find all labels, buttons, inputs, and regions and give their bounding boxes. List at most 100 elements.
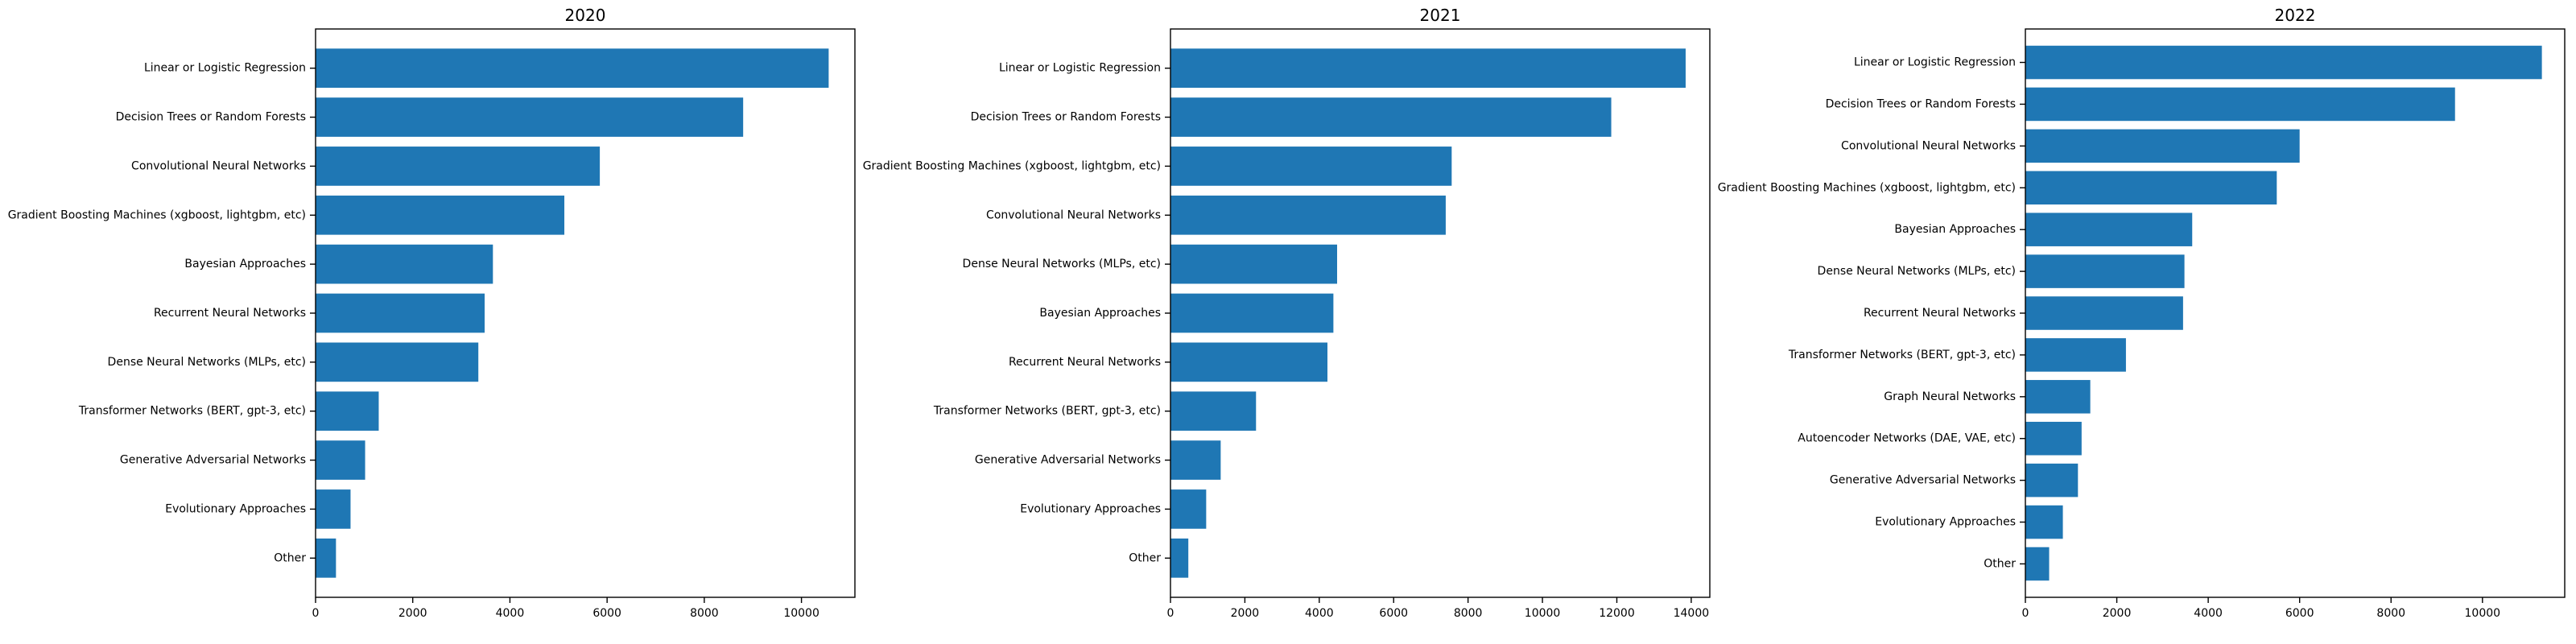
y-tick-label: Evolutionary Approaches: [1020, 502, 1161, 515]
bar: [1170, 195, 1446, 235]
y-tick-label: Gradient Boosting Machines (xgboost, lig…: [8, 208, 306, 221]
x-tick-label: 8000: [1454, 607, 1483, 620]
y-tick-label: Convolutional Neural Networks: [1841, 139, 2016, 152]
chart-title: 2022: [2275, 6, 2316, 25]
bar: [316, 244, 493, 284]
y-tick-label: Gradient Boosting Machines (xgboost, lig…: [863, 159, 1161, 172]
bar: [2025, 505, 2063, 539]
bar: [316, 391, 379, 431]
bar: [2025, 87, 2455, 122]
y-tick-label: Decision Trees or Random Forests: [1826, 97, 2016, 110]
y-tick-label: Dense Neural Networks (MLPs, etc): [1818, 265, 2016, 278]
bar: [2025, 129, 2300, 163]
y-tick-label: Linear or Logistic Regression: [999, 62, 1161, 75]
x-tick-label: 10000: [783, 607, 819, 620]
bar: [1170, 147, 1452, 186]
x-tick-label: 0: [312, 607, 320, 620]
x-tick-label: 14000: [1674, 607, 1710, 620]
x-tick-label: 6000: [592, 607, 621, 620]
y-tick-label: Recurrent Neural Networks: [1009, 356, 1161, 369]
bar: [2025, 213, 2193, 246]
y-tick-label: Other: [1984, 557, 2016, 570]
bar: [1170, 244, 1338, 284]
x-tick-label: 4000: [496, 607, 525, 620]
chart-panel-2020: Linear or Logistic Regression Decision Tr…: [8, 6, 856, 620]
x-tick-label: 2000: [1231, 607, 1260, 620]
bar: [2025, 380, 2091, 414]
y-tick-label: Convolutional Neural Networks: [986, 208, 1161, 221]
x-tick-label: 2000: [398, 607, 427, 620]
y-tick-label: Bayesian Approaches: [1894, 223, 2016, 236]
bar: [316, 48, 829, 89]
bar: [2025, 338, 2126, 372]
chart-title: 2020: [565, 6, 606, 25]
axes-frame: [2025, 28, 2566, 598]
y-tick-label: Linear or Logistic Regression: [144, 62, 306, 75]
y-tick-label: Other: [274, 551, 306, 564]
bar: [1170, 391, 1257, 431]
y-tick-label: Convolutional Neural Networks: [131, 159, 306, 172]
y-tick-label: Bayesian Approaches: [1039, 307, 1161, 320]
y-tick-label: Generative Adversarial Networks: [1830, 474, 2016, 487]
bar: [2025, 547, 2050, 581]
y-tick-label: Gradient Boosting Machines (xgboost, lig…: [1718, 181, 2016, 194]
bar: [316, 342, 479, 382]
bar: [316, 538, 336, 578]
bar: [1170, 97, 1612, 137]
y-tick-label: Transformer Networks (BERT, gpt-3, etc): [933, 405, 1161, 418]
x-tick-label: 12000: [1599, 607, 1635, 620]
y-tick-label: Autoencoder Networks (DAE, VAE, etc): [1798, 432, 2016, 445]
bar: [2025, 296, 2183, 330]
bar: [1170, 440, 1221, 480]
x-tick-label: 0: [2022, 607, 2029, 620]
bar: [316, 147, 601, 186]
y-tick-label: Generative Adversarial Networks: [120, 454, 306, 467]
bar: [2025, 421, 2082, 456]
y-tick-label: Transformer Networks (BERT, gpt-3, etc): [1788, 349, 2016, 361]
y-tick-label: Bayesian Approaches: [184, 258, 306, 270]
y-tick-label: Dense Neural Networks (MLPs, etc): [108, 356, 306, 369]
x-tick-label: 6000: [1379, 607, 1408, 620]
y-tick-label: Evolutionary Approaches: [165, 502, 306, 515]
chart-panel-2022: Linear or Logistic Regression Decision Tr…: [1718, 6, 2566, 620]
bar: [2025, 254, 2185, 288]
bar: [1170, 293, 1334, 333]
bar: [1170, 489, 1207, 529]
y-tick-label: Graph Neural Networks: [1884, 390, 2016, 403]
bar: [316, 97, 744, 137]
x-tick-label: 4000: [1305, 607, 1334, 620]
y-tick-label: Decision Trees or Random Forests: [116, 111, 306, 124]
bar: [316, 293, 485, 333]
y-tick-label: Evolutionary Approaches: [1875, 516, 2016, 529]
bar: [1170, 48, 1686, 89]
x-tick-label: 4000: [2194, 607, 2223, 620]
bar: [316, 489, 351, 529]
bar: [1170, 342, 1327, 382]
x-tick-label: 8000: [690, 607, 719, 620]
chart-title: 2021: [1420, 6, 1461, 25]
x-tick-label: 8000: [2376, 607, 2405, 620]
y-tick-label: Dense Neural Networks (MLPs, etc): [963, 258, 1161, 270]
x-tick-label: 10000: [2465, 607, 2501, 620]
bar: [316, 195, 565, 235]
axes-frame: [315, 28, 856, 598]
x-tick-label: 10000: [1525, 607, 1561, 620]
bar: [2025, 463, 2079, 497]
bar: [2025, 171, 2277, 205]
x-tick-label: 2000: [2103, 607, 2132, 620]
y-tick-label: Linear or Logistic Regression: [1854, 56, 2016, 69]
y-tick-label: Recurrent Neural Networks: [154, 307, 306, 320]
bar: [1170, 538, 1189, 578]
y-tick-label: Recurrent Neural Networks: [1864, 307, 2016, 320]
x-tick-label: 6000: [2285, 607, 2314, 620]
y-tick-label: Other: [1129, 551, 1161, 564]
bar: [2025, 45, 2542, 80]
axes-frame: [1170, 28, 1711, 598]
chart-panel-2021: Linear or Logistic Regression Decision Tr…: [863, 6, 1711, 620]
y-tick-label: Generative Adversarial Networks: [975, 454, 1161, 467]
y-tick-label: Transformer Networks (BERT, gpt-3, etc): [78, 405, 306, 418]
y-tick-label: Decision Trees or Random Forests: [971, 111, 1161, 124]
bar: [316, 440, 365, 480]
x-tick-label: 0: [1167, 607, 1174, 620]
